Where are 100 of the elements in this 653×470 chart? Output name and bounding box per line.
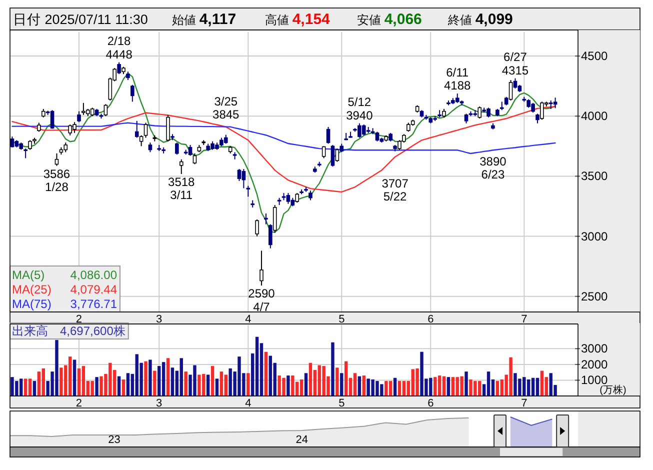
bar: [460, 376, 464, 396]
bar: [384, 381, 388, 396]
text: 始値 4,117: [172, 11, 236, 28]
bar: [402, 381, 406, 396]
bar: [434, 377, 437, 396]
bar: [446, 377, 450, 396]
bar: [358, 376, 362, 396]
x-tick-label: 2: [76, 398, 82, 410]
bar: [486, 372, 490, 396]
candlestick: [308, 190, 312, 201]
candlestick: [179, 158, 184, 175]
candlestick: [104, 104, 108, 117]
candlestick: [260, 250, 264, 286]
bar: [215, 378, 219, 396]
bar: [291, 375, 294, 396]
bar: [304, 373, 308, 396]
annotation: 2/18 4448: [106, 34, 133, 62]
candlestick: [478, 106, 482, 120]
annotation: 3586 1/28: [43, 166, 70, 194]
bar: [90, 381, 94, 396]
x-tick-label: 24: [296, 434, 308, 446]
annotation: 6/27 4315: [502, 50, 529, 78]
bar: [162, 362, 166, 396]
x-tick-label: 23: [108, 434, 120, 446]
candlestick: [166, 114, 170, 142]
bar: [438, 375, 442, 396]
x-tick-label: 4: [245, 314, 252, 326]
candlestick: [553, 97, 558, 109]
candlestick: [322, 146, 326, 159]
x-tick-label: 3: [156, 398, 162, 410]
candlestick: [24, 148, 28, 159]
candlestick: [375, 131, 380, 142]
bar: [117, 376, 121, 396]
bar: [246, 373, 250, 396]
candlestick: [28, 140, 32, 150]
bar: [362, 375, 366, 396]
text: MA(5) 4,086.00: [12, 268, 117, 282]
bar: [531, 378, 535, 396]
bar: [206, 374, 210, 396]
annotation: 3/25 3845: [212, 94, 240, 122]
y-tick-label: 4000: [581, 109, 608, 124]
candlestick: [175, 142, 179, 156]
bar: [170, 368, 174, 396]
candlestick: [188, 144, 192, 156]
candlestick: [286, 192, 290, 204]
candlestick: [362, 124, 366, 136]
bar: [126, 373, 130, 396]
x-tick-label: 7: [521, 398, 528, 410]
chart-title: 出来高 4,697,600株: [12, 324, 126, 338]
candlestick: [268, 224, 272, 249]
candlestick: [335, 148, 340, 162]
bar: [308, 362, 312, 396]
candlestick: [264, 212, 268, 225]
candlestick: [464, 113, 468, 124]
bar: [268, 356, 272, 396]
bar: [68, 356, 72, 396]
bar: [336, 368, 339, 396]
bar: [28, 378, 32, 396]
chart-title: 日付 2025/07/11 11:30: [13, 12, 148, 27]
annotation: 5/12 3940: [346, 95, 374, 122]
candlestick: [272, 204, 277, 234]
candlestick: [54, 152, 59, 166]
bar: [255, 336, 259, 396]
bar: [398, 381, 402, 396]
bar: [388, 381, 392, 396]
x-tick-label: 6: [428, 314, 434, 326]
x-tick-label: 5: [338, 314, 345, 326]
bar: [416, 368, 419, 396]
bar: [198, 374, 201, 396]
bar: [148, 360, 152, 396]
candlestick: [455, 93, 460, 104]
bar: [526, 379, 530, 396]
text: 終値 4,099: [447, 11, 513, 28]
y-tick-label: 3000: [581, 342, 608, 356]
y-tick-label: 3500: [581, 169, 608, 184]
bar: [300, 379, 304, 396]
bar: [220, 372, 224, 396]
candlestick: [508, 80, 513, 101]
bar: [60, 368, 63, 396]
bar: [210, 366, 214, 396]
bar: [224, 374, 228, 396]
bar: [451, 377, 455, 396]
candlestick: [130, 84, 134, 102]
x-tick-label: 2: [76, 314, 82, 326]
candlestick: [237, 168, 242, 182]
bar: [95, 377, 98, 396]
bar: [353, 373, 357, 396]
y-tick-label: 3000: [581, 229, 608, 244]
annotation: 3518 3/11: [168, 175, 196, 202]
bar: [37, 372, 41, 396]
bar: [464, 372, 468, 396]
candlestick: [50, 110, 54, 130]
candlestick: [224, 134, 228, 144]
x-tick-label: 4: [245, 398, 252, 410]
bar: [286, 375, 290, 396]
bar: [82, 366, 86, 396]
x-tick-label: 3: [156, 314, 162, 326]
bar: [496, 381, 500, 396]
bar: [442, 376, 446, 396]
y-tick-label: 4500: [581, 49, 608, 64]
